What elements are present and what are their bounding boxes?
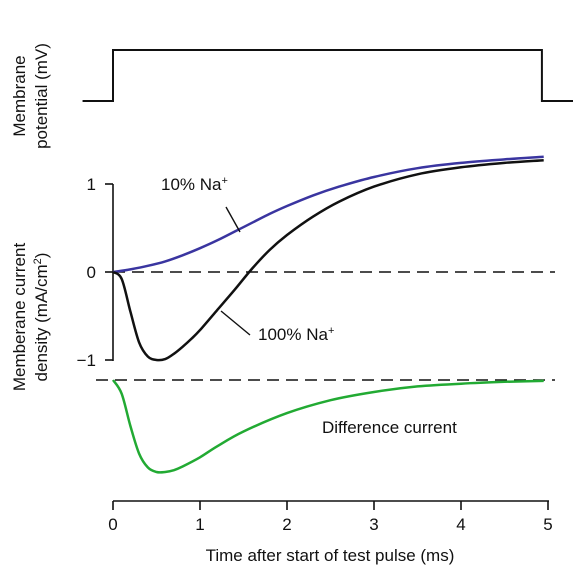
x-tick-label: 4 [456,515,465,534]
current-y-tick-label: 1 [87,175,96,194]
current-ylabel-line1: Memberane current [10,243,29,392]
x-axis-ticks: 0 1 2 3 4 5 [108,501,553,534]
series-100pct-na-line [112,158,544,362]
current-y-tick-label: −1 [77,351,96,370]
current-ylabel-line2: density (mA/cm2) [32,253,51,382]
current-y-ticks: 1 0 −1 [77,175,113,370]
annotation-10pct-leader [225,206,241,233]
voltage-step-trace [82,49,573,102]
x-axis-title: Time after start of test pulse (ms) [206,546,455,565]
annotation-10pct-na: 10% Na+ [161,175,228,194]
current-y-tick-label: 0 [87,263,96,282]
series-10pct-na-line [112,155,544,274]
x-tick-label: 1 [195,515,204,534]
x-tick-label: 2 [282,515,291,534]
annotation-100pct-na-text: 100% Na [258,325,328,344]
annotation-100pct-na-sup: + [328,325,334,337]
x-tick-label: 3 [369,515,378,534]
difference-current-line [111,379,544,474]
annotation-10pct-na-sup: + [221,175,227,187]
annotation-10pct-na-text: 10% Na [161,175,222,194]
x-tick-label: 5 [543,515,552,534]
annotation-100pct-na: 100% Na+ [258,325,334,344]
voltage-ylabel-line1: Membrane [10,55,29,136]
current-ylabel-close: ) [32,253,51,259]
annotation-100pct-leader [220,310,251,336]
current-ylabel-unit: density (mA/cm [32,264,51,381]
current-ylabel-sup: 2 [32,258,44,264]
difference-current-label: Difference current [322,418,457,437]
voltage-ylabel-line2: potential (mV) [32,43,51,149]
x-tick-label: 0 [108,515,117,534]
